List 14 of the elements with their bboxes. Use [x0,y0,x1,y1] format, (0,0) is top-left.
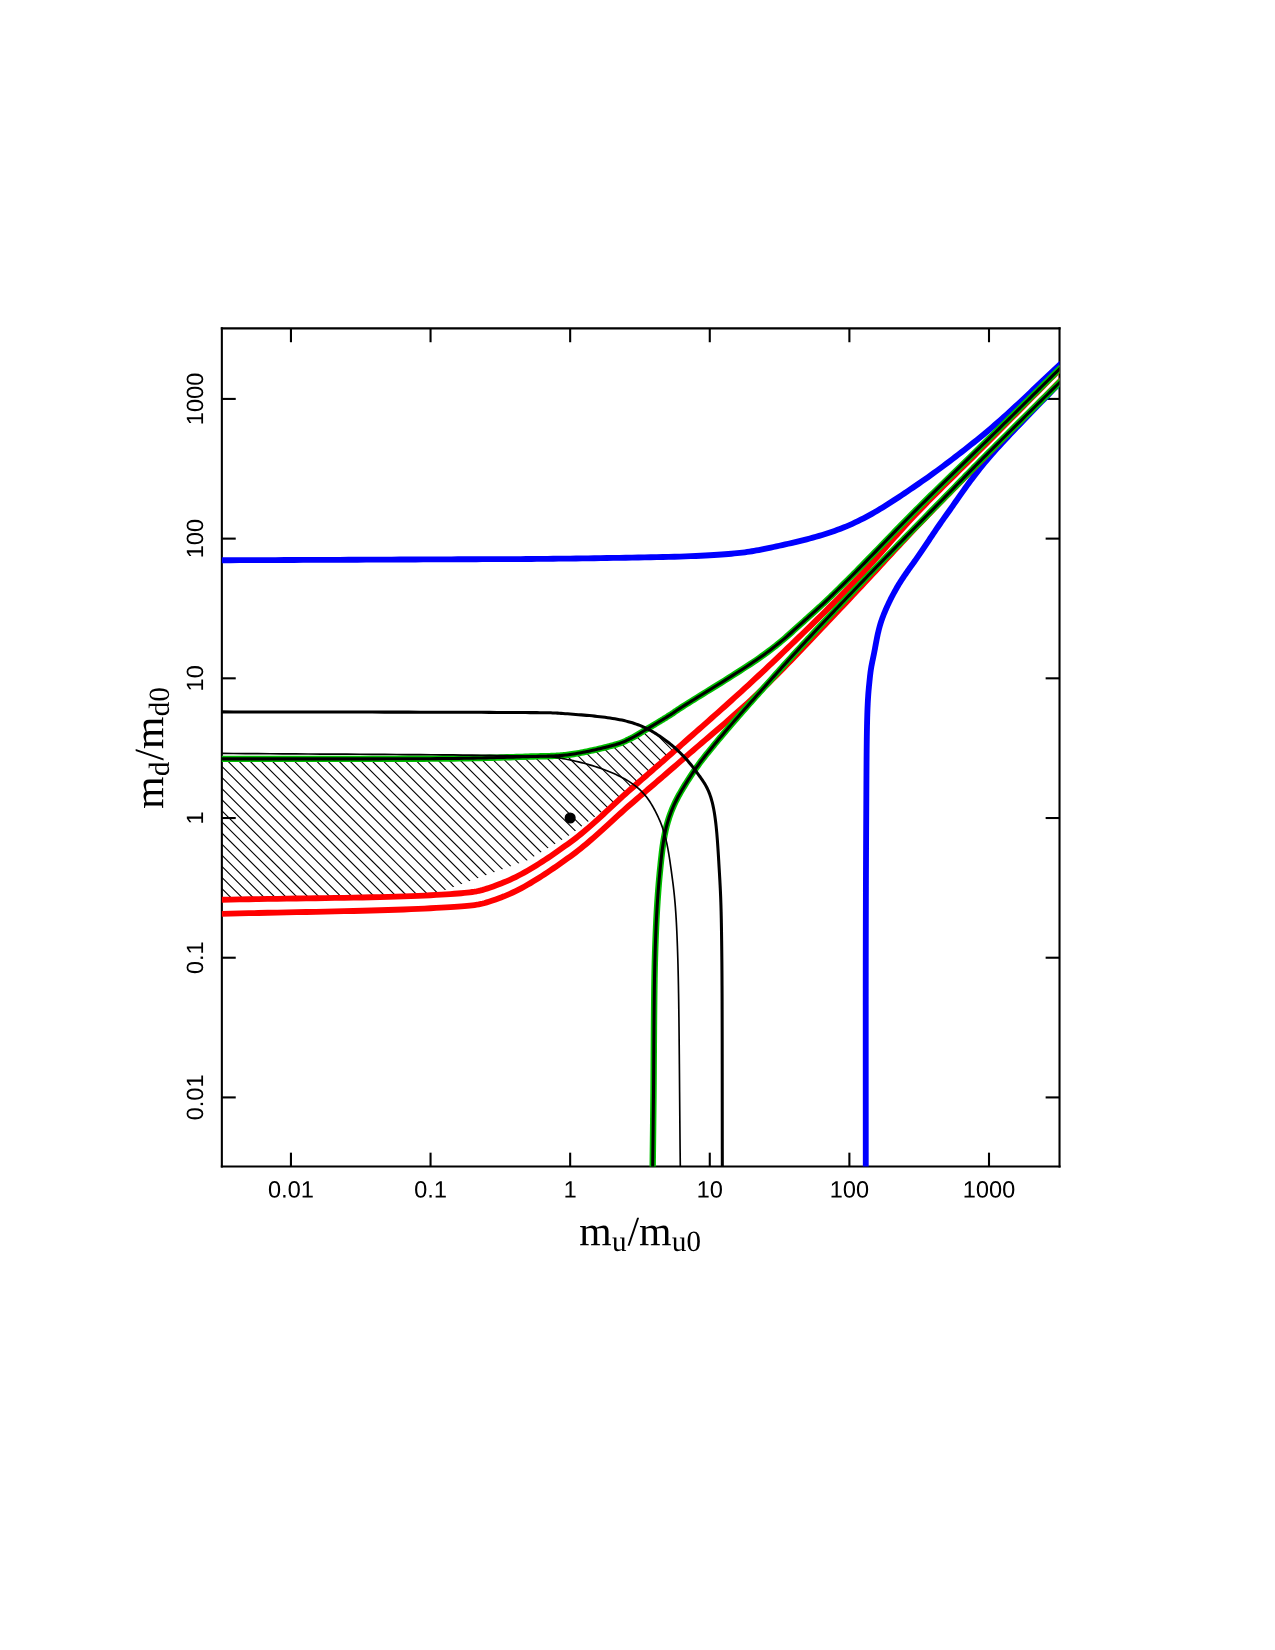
y-tick-label: 100 [186,519,204,557]
x-tick-label: 0.1 [415,1181,446,1198]
y-axis-title: m$_{d}$/m$_{d0}$ [135,688,170,809]
y-tick-label: 0.01 [186,1075,204,1120]
y-tick-label: 10 [186,666,204,690]
x-tick-label: 1000 [964,1181,1015,1198]
x-tick-label: 0.01 [268,1181,313,1198]
y-tick-label: 0.1 [186,942,204,974]
x-tick-label: 1 [565,1181,576,1198]
x-axis-title: m$_{u}$/m$_{u0}$ [580,1217,700,1252]
x-tick-label: 10 [698,1181,722,1198]
x-tick-label: 100 [831,1181,869,1198]
y-tick-label: 1000 [186,373,204,424]
y-tick-label: 1 [186,812,204,823]
